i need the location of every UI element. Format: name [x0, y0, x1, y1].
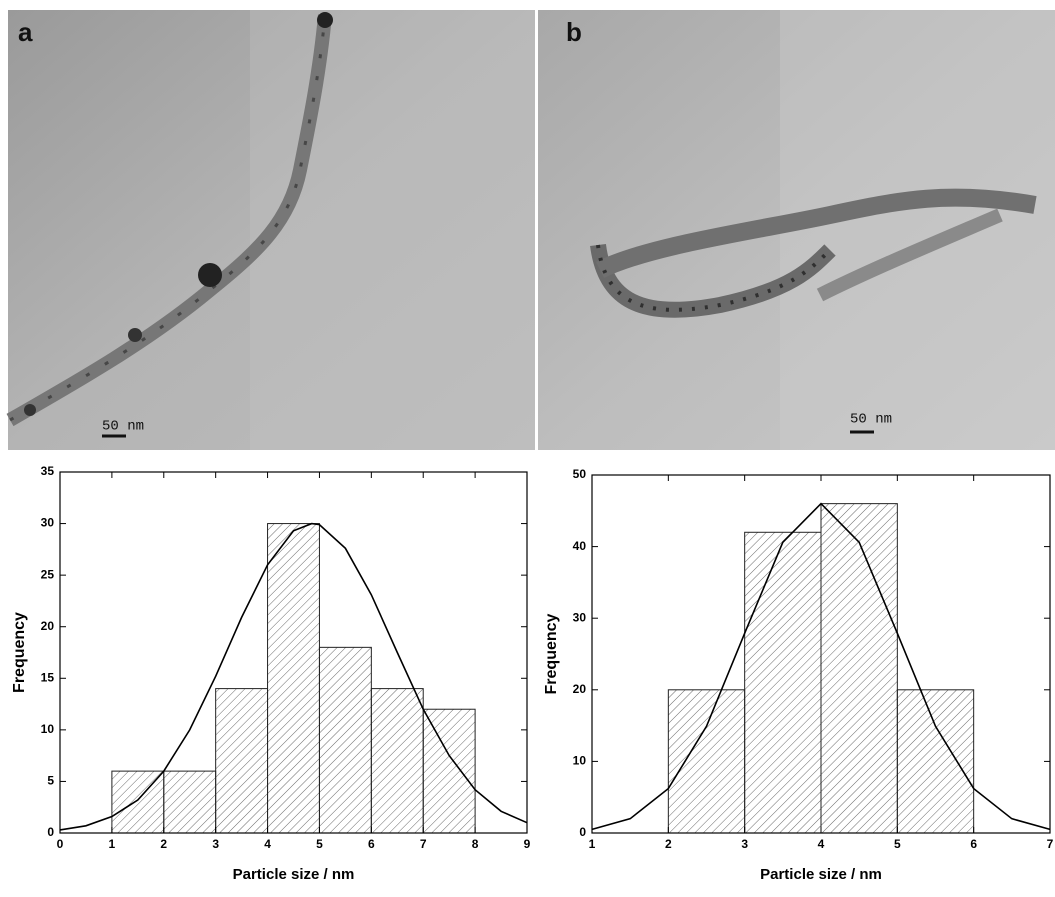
bar: [896, 689, 975, 834]
y-tick-label: 5: [47, 774, 54, 788]
y-tick-label: 20: [41, 619, 55, 633]
bar: [318, 646, 372, 834]
y-tick-label: 10: [573, 754, 587, 768]
fit-curve: [59, 522, 528, 831]
x-axis-label: Particle size / nm: [233, 866, 355, 883]
x-tick-label: 1: [109, 837, 116, 851]
y-tick-label: 30: [41, 516, 55, 530]
fit-curve: [591, 502, 1051, 831]
bar: [422, 708, 476, 834]
y-axis-label: Frequency: [11, 612, 28, 693]
plot-frame: [59, 471, 528, 834]
bar: [667, 689, 746, 834]
y-tick-label: 40: [573, 539, 587, 553]
y-tick-label: 25: [41, 567, 55, 581]
scale-bar-label: 50 nm: [102, 419, 144, 435]
x-tick-label: 2: [665, 837, 672, 851]
tem-image-b: b 50 nm: [538, 10, 1055, 450]
bar: [267, 523, 320, 834]
scale-bar-label: 50 nm: [850, 412, 892, 428]
panel-label: b: [566, 17, 582, 47]
x-tick-label: 3: [212, 837, 219, 851]
bar: [215, 688, 269, 834]
x-tick-label: 2: [160, 837, 167, 851]
y-tick-label: 0: [47, 825, 54, 839]
y-tick-label: 0: [579, 825, 586, 839]
x-tick-label: 6: [970, 837, 977, 851]
x-axis-label: Particle size / nm: [760, 866, 882, 883]
y-tick-label: 10: [41, 722, 55, 736]
bar: [744, 531, 822, 834]
x-tick-label: 3: [741, 837, 748, 851]
bar: [820, 503, 898, 834]
y-tick-label: 35: [41, 464, 55, 478]
y-tick-label: 20: [573, 682, 587, 696]
x-tick-label: 6: [368, 837, 375, 851]
bar: [370, 688, 424, 834]
x-tick-label: 0: [57, 837, 64, 851]
x-tick-label: 9: [524, 837, 531, 851]
x-tick-label: 7: [1047, 837, 1054, 851]
y-tick-label: 50: [573, 467, 587, 481]
x-tick-label: 4: [264, 837, 271, 851]
y-tick-label: 15: [41, 670, 55, 684]
y-tick-label: 30: [573, 610, 587, 624]
bar: [163, 770, 217, 834]
y-axis-label: Frequency: [543, 613, 560, 694]
panel-label: a: [18, 17, 33, 47]
x-tick-label: 4: [818, 837, 825, 851]
x-tick-label: 5: [894, 837, 901, 851]
x-tick-label: 5: [316, 837, 323, 851]
x-tick-label: 7: [420, 837, 427, 851]
x-tick-label: 1: [589, 837, 596, 851]
tem-image-a: a 50 nm: [6, 10, 535, 450]
x-tick-label: 8: [472, 837, 479, 851]
